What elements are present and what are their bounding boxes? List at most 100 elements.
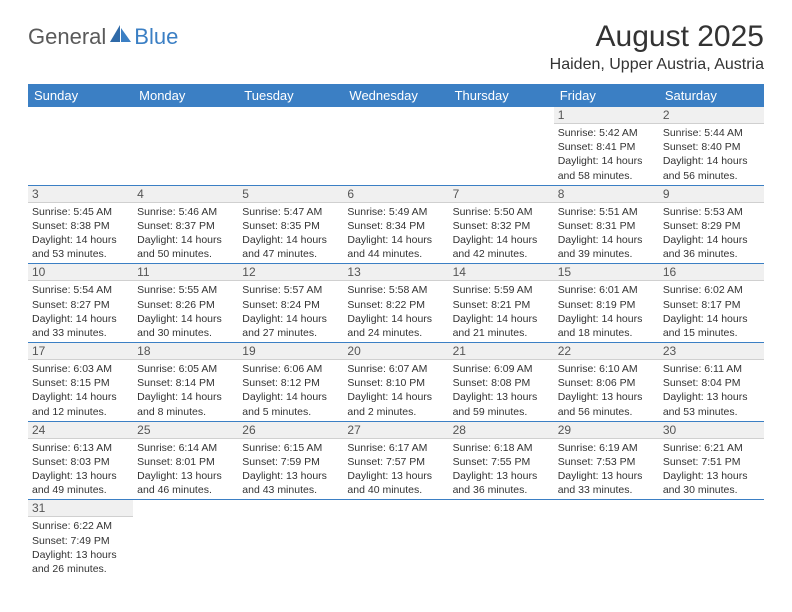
sunset-line: Sunset: 8:40 PM [663, 140, 760, 154]
daylight-line-2: and 8 minutes. [137, 405, 234, 419]
calendar-table: Sunday Monday Tuesday Wednesday Thursday… [28, 84, 764, 578]
day-details: Sunrise: 6:05 AMSunset: 8:14 PMDaylight:… [133, 360, 238, 421]
day-number: 13 [343, 264, 448, 281]
sunrise-line: Sunrise: 5:45 AM [32, 205, 129, 219]
sunset-line: Sunset: 8:06 PM [558, 376, 655, 390]
calendar-cell: 21Sunrise: 6:09 AMSunset: 8:08 PMDayligh… [449, 343, 554, 422]
calendar-cell: 12Sunrise: 5:57 AMSunset: 8:24 PMDayligh… [238, 264, 343, 343]
sunset-line: Sunset: 8:15 PM [32, 376, 129, 390]
daylight-line-1: Daylight: 13 hours [558, 390, 655, 404]
day-details: Sunrise: 5:42 AMSunset: 8:41 PMDaylight:… [554, 124, 659, 185]
sunrise-line: Sunrise: 5:50 AM [453, 205, 550, 219]
sunrise-line: Sunrise: 6:22 AM [32, 519, 129, 533]
day-number: 5 [238, 186, 343, 203]
sunset-line: Sunset: 7:51 PM [663, 455, 760, 469]
dow-sunday: Sunday [28, 84, 133, 107]
daylight-line-1: Daylight: 14 hours [137, 390, 234, 404]
dow-saturday: Saturday [659, 84, 764, 107]
day-details: Sunrise: 5:53 AMSunset: 8:29 PMDaylight:… [659, 203, 764, 264]
calendar-body: 1Sunrise: 5:42 AMSunset: 8:41 PMDaylight… [28, 107, 764, 578]
sunrise-line: Sunrise: 5:49 AM [347, 205, 444, 219]
calendar-week-row: 24Sunrise: 6:13 AMSunset: 8:03 PMDayligh… [28, 421, 764, 500]
calendar-cell [343, 500, 448, 578]
day-number: 7 [449, 186, 554, 203]
sunrise-line: Sunrise: 6:19 AM [558, 441, 655, 455]
daylight-line-1: Daylight: 14 hours [558, 233, 655, 247]
location-subtitle: Haiden, Upper Austria, Austria [550, 56, 764, 74]
calendar-week-row: 3Sunrise: 5:45 AMSunset: 8:38 PMDaylight… [28, 185, 764, 264]
calendar-week-row: 31Sunrise: 6:22 AMSunset: 7:49 PMDayligh… [28, 500, 764, 578]
dow-monday: Monday [133, 84, 238, 107]
daylight-line-1: Daylight: 14 hours [663, 154, 760, 168]
daylight-line-1: Daylight: 13 hours [137, 469, 234, 483]
daylight-line-2: and 30 minutes. [137, 326, 234, 340]
sunrise-line: Sunrise: 5:54 AM [32, 283, 129, 297]
daylight-line-1: Daylight: 14 hours [137, 233, 234, 247]
daylight-line-2: and 18 minutes. [558, 326, 655, 340]
day-details: Sunrise: 6:22 AMSunset: 7:49 PMDaylight:… [28, 517, 133, 578]
sunrise-line: Sunrise: 6:18 AM [453, 441, 550, 455]
sunset-line: Sunset: 8:38 PM [32, 219, 129, 233]
daylight-line-2: and 59 minutes. [453, 405, 550, 419]
sunrise-line: Sunrise: 5:59 AM [453, 283, 550, 297]
daylight-line-1: Daylight: 13 hours [347, 469, 444, 483]
sunrise-line: Sunrise: 5:57 AM [242, 283, 339, 297]
day-number: 29 [554, 422, 659, 439]
daylight-line-1: Daylight: 14 hours [558, 154, 655, 168]
daylight-line-2: and 15 minutes. [663, 326, 760, 340]
calendar-cell: 13Sunrise: 5:58 AMSunset: 8:22 PMDayligh… [343, 264, 448, 343]
sunrise-line: Sunrise: 5:53 AM [663, 205, 760, 219]
calendar-cell [238, 107, 343, 185]
calendar-cell [133, 107, 238, 185]
daylight-line-1: Daylight: 14 hours [453, 312, 550, 326]
day-number: 30 [659, 422, 764, 439]
calendar-cell [554, 500, 659, 578]
daylight-line-2: and 50 minutes. [137, 247, 234, 261]
calendar-cell: 1Sunrise: 5:42 AMSunset: 8:41 PMDaylight… [554, 107, 659, 185]
day-details: Sunrise: 6:02 AMSunset: 8:17 PMDaylight:… [659, 281, 764, 342]
daylight-line-2: and 5 minutes. [242, 405, 339, 419]
daylight-line-2: and 53 minutes. [32, 247, 129, 261]
daylight-line-1: Daylight: 14 hours [242, 233, 339, 247]
day-number: 28 [449, 422, 554, 439]
calendar-cell: 19Sunrise: 6:06 AMSunset: 8:12 PMDayligh… [238, 343, 343, 422]
daylight-line-1: Daylight: 14 hours [242, 312, 339, 326]
day-number: 25 [133, 422, 238, 439]
sunrise-line: Sunrise: 6:14 AM [137, 441, 234, 455]
sunrise-line: Sunrise: 6:11 AM [663, 362, 760, 376]
calendar-cell: 24Sunrise: 6:13 AMSunset: 8:03 PMDayligh… [28, 421, 133, 500]
sunset-line: Sunset: 8:14 PM [137, 376, 234, 390]
daylight-line-1: Daylight: 13 hours [558, 469, 655, 483]
logo-text-part2: Blue [134, 24, 178, 50]
day-number: 14 [449, 264, 554, 281]
day-details: Sunrise: 5:59 AMSunset: 8:21 PMDaylight:… [449, 281, 554, 342]
dow-wednesday: Wednesday [343, 84, 448, 107]
sunset-line: Sunset: 8:01 PM [137, 455, 234, 469]
day-number: 23 [659, 343, 764, 360]
daylight-line-1: Daylight: 13 hours [242, 469, 339, 483]
daylight-line-1: Daylight: 13 hours [453, 390, 550, 404]
daylight-line-1: Daylight: 14 hours [663, 233, 760, 247]
day-details: Sunrise: 6:17 AMSunset: 7:57 PMDaylight:… [343, 439, 448, 500]
daylight-line-1: Daylight: 14 hours [32, 233, 129, 247]
sunrise-line: Sunrise: 6:21 AM [663, 441, 760, 455]
sunrise-line: Sunrise: 5:42 AM [558, 126, 655, 140]
day-details: Sunrise: 5:46 AMSunset: 8:37 PMDaylight:… [133, 203, 238, 264]
calendar-cell [449, 500, 554, 578]
day-number: 16 [659, 264, 764, 281]
day-details: Sunrise: 5:55 AMSunset: 8:26 PMDaylight:… [133, 281, 238, 342]
day-details: Sunrise: 6:01 AMSunset: 8:19 PMDaylight:… [554, 281, 659, 342]
day-number: 26 [238, 422, 343, 439]
day-number: 8 [554, 186, 659, 203]
title-block: August 2025 Haiden, Upper Austria, Austr… [550, 20, 764, 74]
daylight-line-1: Daylight: 14 hours [137, 312, 234, 326]
day-number: 21 [449, 343, 554, 360]
sunset-line: Sunset: 8:32 PM [453, 219, 550, 233]
calendar-cell [238, 500, 343, 578]
daylight-line-1: Daylight: 14 hours [347, 233, 444, 247]
daylight-line-2: and 30 minutes. [663, 483, 760, 497]
calendar-cell [343, 107, 448, 185]
calendar-cell: 28Sunrise: 6:18 AMSunset: 7:55 PMDayligh… [449, 421, 554, 500]
sail-icon [110, 25, 132, 48]
daylight-line-2: and 27 minutes. [242, 326, 339, 340]
